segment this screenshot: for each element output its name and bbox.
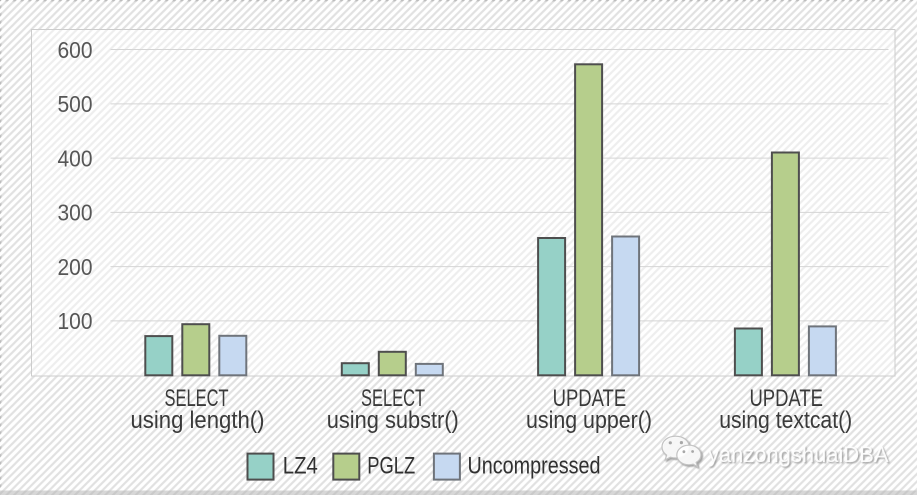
svg-text:600: 600 <box>58 37 93 63</box>
svg-text:using length(): using length() <box>131 407 265 434</box>
svg-text:yanzongshuaiDBA: yanzongshuaiDBA <box>708 442 889 467</box>
svg-text:PGLZ: PGLZ <box>367 452 415 479</box>
svg-text:Uncompressed: Uncompressed <box>468 452 601 479</box>
svg-text:UPDATE: UPDATE <box>553 385 627 412</box>
svg-text:LZ4: LZ4 <box>283 452 318 479</box>
svg-text:500: 500 <box>58 91 93 117</box>
svg-text:400: 400 <box>58 145 93 171</box>
svg-text:SELECT: SELECT <box>165 385 229 412</box>
svg-text:UPDATE: UPDATE <box>749 385 823 412</box>
svg-text:using substr(): using substr() <box>327 407 459 434</box>
svg-text:using upper(): using upper() <box>526 407 652 434</box>
svg-text:300: 300 <box>58 200 93 226</box>
svg-text:using textcat(): using textcat() <box>719 407 852 434</box>
svg-text:200: 200 <box>58 254 93 280</box>
svg-text:100: 100 <box>58 308 93 334</box>
svg-text:SELECT: SELECT <box>361 385 425 412</box>
